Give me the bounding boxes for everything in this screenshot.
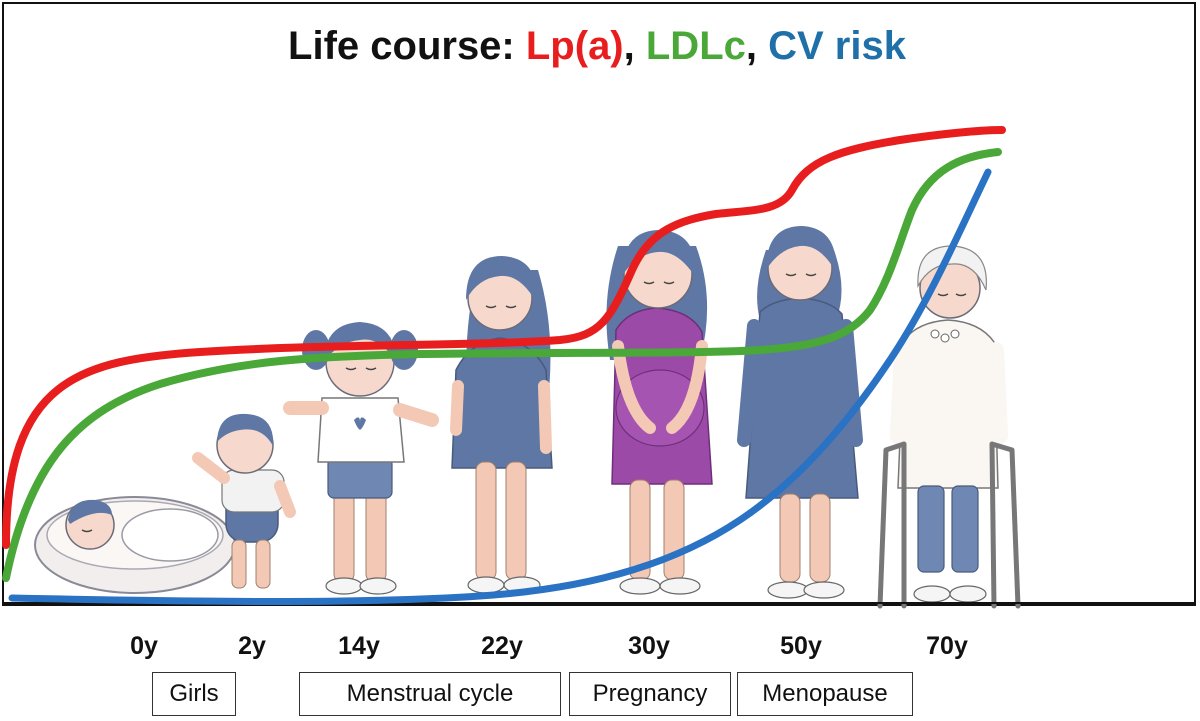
girl-figure (283, 322, 439, 595)
toddler-figure (192, 413, 296, 589)
title-lpa: Lp(a) (525, 24, 624, 68)
title-sep-2: , (745, 24, 769, 68)
age-label-14: 14y (338, 632, 380, 660)
infant-figure (34, 496, 236, 594)
diagram-title: Life course: Lp(a), LDLc, CV risk (0, 24, 1194, 69)
age-label-2: 2y (238, 632, 266, 660)
age-label-30: 30y (628, 632, 670, 660)
age-label-50: 50y (780, 632, 822, 660)
phase-menstrual-cycle: Menstrual cycle (299, 672, 561, 716)
phase-girls: Girls (152, 672, 236, 716)
age-label-22: 22y (481, 632, 523, 660)
middle-aged-woman-figure (737, 226, 863, 599)
phase-menopause: Menopause (737, 672, 913, 716)
diagram-frame (2, 2, 1196, 606)
young-woman-figure (450, 256, 553, 594)
lpa-curve (2, 126, 1006, 549)
phase-pregnancy: Pregnancy (569, 672, 731, 716)
cv-risk-curve (8, 168, 992, 605)
title-ldlc: LDLc (645, 24, 746, 68)
title-sep-1: , (623, 24, 646, 68)
title-cv-risk: CV risk (768, 24, 906, 68)
elderly-woman-figure (877, 245, 1021, 609)
ldlc-curve (2, 148, 1002, 582)
title-lead: Life course: (288, 24, 526, 68)
age-label-70: 70y (926, 632, 968, 660)
age-label-0: 0y (130, 632, 158, 660)
